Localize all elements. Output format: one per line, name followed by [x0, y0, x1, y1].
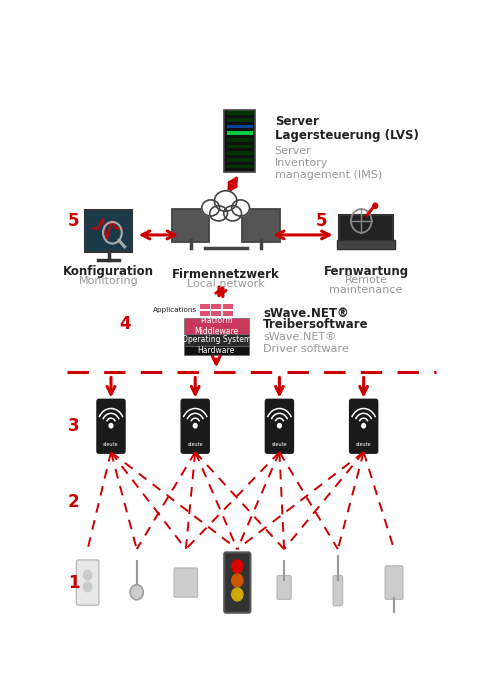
FancyBboxPatch shape	[223, 311, 233, 316]
FancyBboxPatch shape	[338, 240, 395, 249]
Text: Fernwartung: Fernwartung	[323, 265, 408, 278]
FancyBboxPatch shape	[224, 110, 255, 172]
Text: Platform
Middleware: Platform Middleware	[194, 316, 239, 336]
FancyBboxPatch shape	[97, 399, 125, 453]
Text: sWave.NET®: sWave.NET®	[263, 332, 336, 342]
Circle shape	[194, 424, 197, 428]
Ellipse shape	[210, 206, 228, 221]
Text: steute: steute	[103, 442, 119, 447]
FancyBboxPatch shape	[227, 118, 252, 122]
Circle shape	[109, 424, 113, 428]
Circle shape	[232, 574, 243, 587]
FancyBboxPatch shape	[333, 575, 343, 606]
Text: steute: steute	[188, 442, 203, 447]
Ellipse shape	[214, 190, 237, 211]
FancyBboxPatch shape	[223, 304, 233, 309]
Text: Applications: Applications	[153, 307, 197, 314]
Text: 1: 1	[68, 573, 79, 592]
Text: Driver software: Driver software	[263, 344, 349, 354]
FancyBboxPatch shape	[76, 560, 99, 606]
Text: 5: 5	[68, 212, 79, 230]
Circle shape	[232, 560, 243, 573]
FancyBboxPatch shape	[227, 145, 252, 148]
FancyBboxPatch shape	[227, 125, 252, 128]
Text: Monitoring: Monitoring	[79, 276, 139, 286]
Text: maintenance: maintenance	[329, 285, 402, 295]
FancyBboxPatch shape	[265, 399, 294, 453]
FancyBboxPatch shape	[385, 566, 403, 599]
Circle shape	[83, 570, 92, 580]
FancyBboxPatch shape	[184, 346, 249, 355]
Circle shape	[362, 424, 365, 428]
FancyBboxPatch shape	[200, 311, 210, 316]
FancyBboxPatch shape	[211, 311, 221, 316]
Ellipse shape	[232, 200, 249, 216]
Text: Local network: Local network	[187, 279, 264, 289]
Text: Server: Server	[275, 115, 319, 127]
FancyBboxPatch shape	[172, 209, 209, 242]
FancyBboxPatch shape	[349, 399, 378, 453]
Text: Konfiguration: Konfiguration	[63, 265, 154, 278]
FancyBboxPatch shape	[227, 111, 252, 115]
FancyBboxPatch shape	[174, 568, 198, 597]
Circle shape	[130, 584, 143, 600]
Text: Firmennetzwerk: Firmennetzwerk	[172, 268, 280, 281]
Text: Inventory: Inventory	[275, 158, 328, 168]
FancyBboxPatch shape	[227, 131, 252, 135]
Text: 4: 4	[119, 315, 131, 333]
FancyBboxPatch shape	[184, 318, 249, 335]
Text: Operating System: Operating System	[182, 335, 251, 344]
Text: Remote: Remote	[345, 275, 388, 286]
Text: steute: steute	[356, 442, 371, 447]
Text: Hardware: Hardware	[198, 346, 235, 355]
FancyBboxPatch shape	[211, 304, 221, 309]
Circle shape	[373, 203, 378, 209]
FancyBboxPatch shape	[224, 552, 250, 612]
Circle shape	[83, 582, 92, 591]
FancyBboxPatch shape	[184, 335, 249, 346]
Text: 2: 2	[68, 493, 79, 511]
Ellipse shape	[202, 200, 220, 216]
FancyBboxPatch shape	[227, 164, 252, 169]
Ellipse shape	[224, 206, 242, 221]
FancyBboxPatch shape	[227, 151, 252, 155]
Text: Treibersoftware: Treibersoftware	[263, 318, 369, 331]
Text: management (IMS): management (IMS)	[275, 170, 382, 180]
FancyBboxPatch shape	[227, 158, 252, 162]
Circle shape	[232, 588, 243, 601]
FancyBboxPatch shape	[85, 209, 132, 251]
Text: steute: steute	[272, 442, 287, 447]
Text: Lagersteuerung (LVS): Lagersteuerung (LVS)	[275, 129, 419, 141]
FancyBboxPatch shape	[181, 399, 209, 453]
Text: 3: 3	[68, 417, 79, 435]
FancyBboxPatch shape	[242, 209, 280, 242]
FancyBboxPatch shape	[339, 215, 393, 249]
Text: 5: 5	[316, 212, 327, 230]
FancyBboxPatch shape	[200, 304, 210, 309]
Text: sWave.NET®: sWave.NET®	[263, 307, 349, 320]
Circle shape	[278, 424, 281, 428]
FancyBboxPatch shape	[277, 575, 291, 599]
FancyBboxPatch shape	[227, 138, 252, 141]
Text: Server: Server	[275, 146, 311, 156]
